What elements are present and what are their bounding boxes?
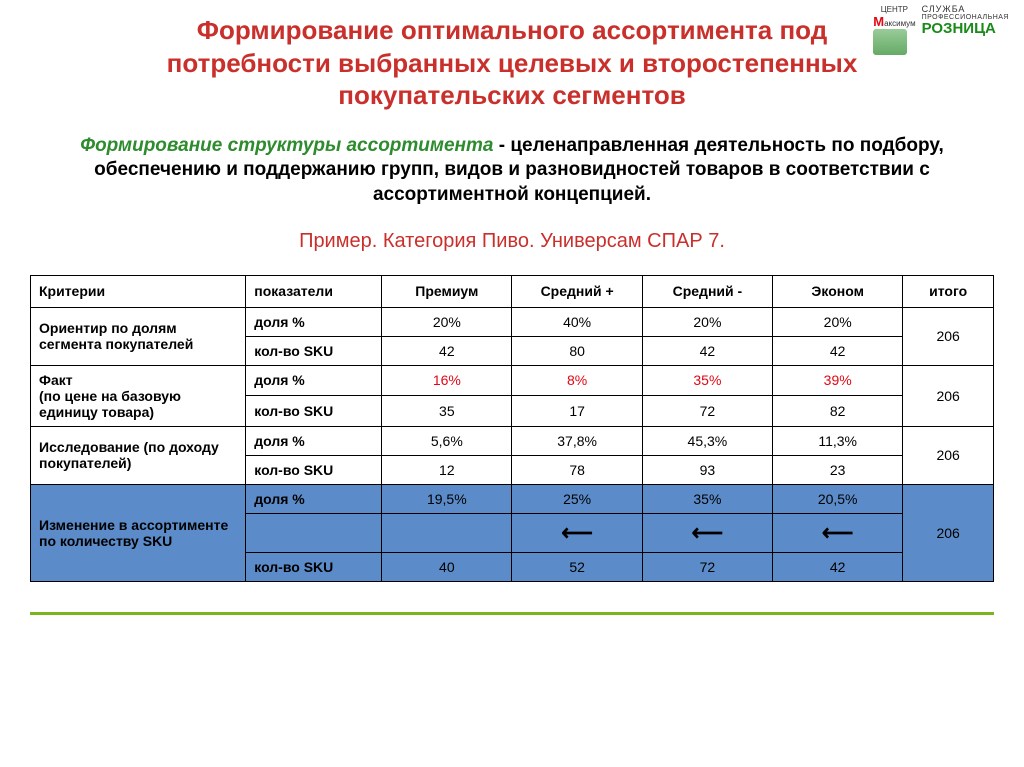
value-cell: 42	[773, 336, 903, 365]
col-indicator: показатели	[246, 275, 382, 307]
logo-brand: Максимум	[873, 14, 915, 29]
col-econom: Эконом	[773, 275, 903, 307]
indicator-cell: доля %	[246, 365, 382, 396]
table-header-row: Критерии показатели Премиум Средний + Ср…	[31, 275, 994, 307]
value-cell: 19,5%	[382, 484, 512, 513]
col-criteria: Критерии	[31, 275, 246, 307]
value-cell: 80	[512, 336, 642, 365]
col-mid-minus: Средний -	[642, 275, 772, 307]
indicator-cell: доля %	[246, 484, 382, 513]
value-cell: 25%	[512, 484, 642, 513]
value-cell: 35	[382, 396, 512, 427]
arrow-cell: ⟵	[773, 513, 903, 552]
total-cell: 206	[903, 484, 994, 581]
footer-divider	[30, 612, 994, 615]
indicator-cell: кол-во SKU	[246, 336, 382, 365]
indicator-cell: кол-во SKU	[246, 396, 382, 427]
value-cell: 5,6%	[382, 426, 512, 455]
value-cell: 23	[773, 455, 903, 484]
value-cell: 20%	[773, 307, 903, 336]
criterion-cell: Исследование (по доходу покупателей)	[31, 426, 246, 484]
value-cell: 11,3%	[773, 426, 903, 455]
value-cell: 42	[773, 552, 903, 581]
value-cell: 82	[773, 396, 903, 427]
page-title: Формирование оптимального ассортимента п…	[122, 10, 902, 112]
value-cell: 20,5%	[773, 484, 903, 513]
assortment-table: Критерии показатели Премиум Средний + Ср…	[30, 275, 994, 582]
value-cell: 20%	[642, 307, 772, 336]
arrow-cell: ⟵	[642, 513, 772, 552]
arrow-cell	[382, 513, 512, 552]
value-cell: 37,8%	[512, 426, 642, 455]
criterion-cell: Изменение в ассортименте по количеству S…	[31, 484, 246, 581]
table-row-highlight: Изменение в ассортименте по количеству S…	[31, 484, 994, 513]
table-row: Ориентир по долям сегмента покупателей д…	[31, 307, 994, 336]
value-cell: 35%	[642, 484, 772, 513]
col-total: итого	[903, 275, 994, 307]
value-cell: 12	[382, 455, 512, 484]
example-caption: Пример. Категория Пиво. Универсам СПАР 7…	[30, 230, 994, 253]
subtitle-lead: Формирование структуры ассортимента	[80, 135, 493, 156]
criterion-cell: Ориентир по долям сегмента покупателей	[31, 307, 246, 365]
value-cell: 35%	[642, 365, 772, 396]
value-cell: 42	[382, 336, 512, 365]
value-cell: 45,3%	[642, 426, 772, 455]
cart-icon	[873, 29, 907, 55]
value-cell: 72	[642, 396, 772, 427]
indicator-cell: доля %	[246, 426, 382, 455]
criterion-cell: Факт (по цене на базовую единицу товара)	[31, 365, 246, 426]
value-cell: 40	[382, 552, 512, 581]
table-row: Исследование (по доходу покупателей) дол…	[31, 426, 994, 455]
total-cell: 206	[903, 307, 994, 365]
col-premium: Премиум	[382, 275, 512, 307]
arrow-cell: ⟵	[512, 513, 642, 552]
indicator-cell: доля %	[246, 307, 382, 336]
value-cell: 8%	[512, 365, 642, 396]
indicator-cell: кол-во SKU	[246, 455, 382, 484]
value-cell: 42	[642, 336, 772, 365]
value-cell: 78	[512, 455, 642, 484]
value-cell: 20%	[382, 307, 512, 336]
total-cell: 206	[903, 426, 994, 484]
indicator-cell	[246, 513, 382, 552]
table-row: Факт (по цене на базовую единицу товара)…	[31, 365, 994, 396]
logo-center-label: ЦЕНТР	[873, 5, 915, 14]
col-mid-plus: Средний +	[512, 275, 642, 307]
indicator-cell: кол-во SKU	[246, 552, 382, 581]
logo-line3: РОЗНИЦА	[922, 21, 1009, 36]
subtitle: Формирование структуры ассортимента - це…	[30, 134, 994, 208]
value-cell: 93	[642, 455, 772, 484]
value-cell: 40%	[512, 307, 642, 336]
value-cell: 17	[512, 396, 642, 427]
total-cell: 206	[903, 365, 994, 426]
value-cell: 72	[642, 552, 772, 581]
value-cell: 52	[512, 552, 642, 581]
brand-logo: ЦЕНТР Максимум СЛУЖБА ПРОФЕССИОНАЛЬНАЯ Р…	[873, 5, 1009, 55]
value-cell: 16%	[382, 365, 512, 396]
logo-line1: СЛУЖБА	[922, 5, 1009, 14]
value-cell: 39%	[773, 365, 903, 396]
